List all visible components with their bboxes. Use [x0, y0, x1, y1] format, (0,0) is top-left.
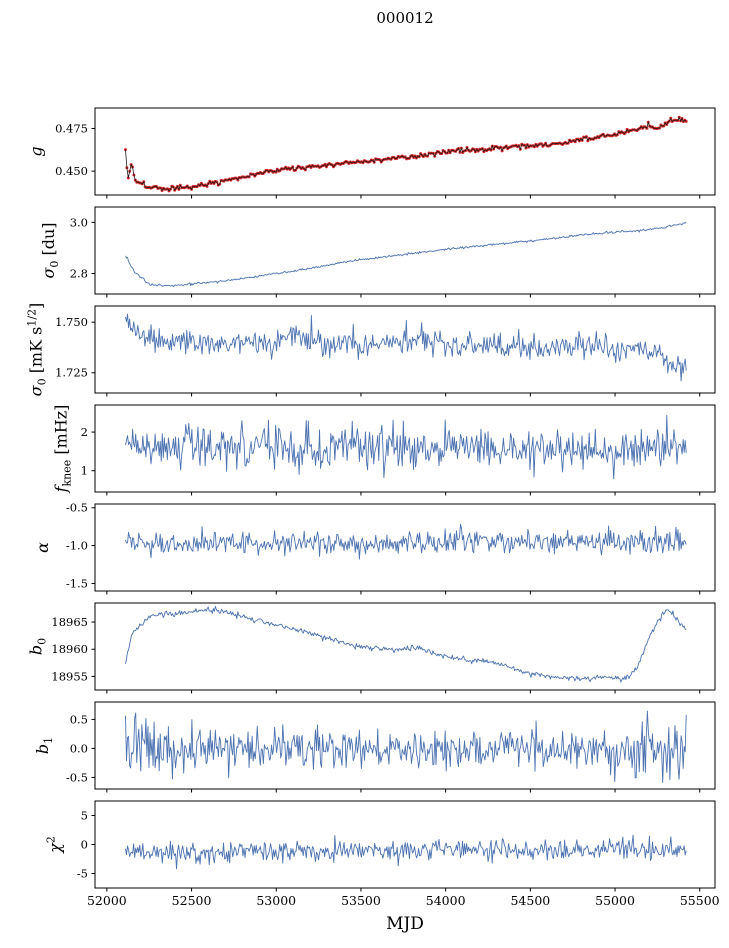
- chart-panel-sigma0-mks: 1.725 1.750 σ0 [mK s1/2]: [26, 303, 716, 397]
- panel-plot-area-g: [123, 115, 688, 193]
- panel-border: [94, 602, 716, 691]
- y-axis-label: σ0 [du]: [39, 222, 61, 278]
- panel-border: [94, 206, 716, 295]
- y-tick-label: 18960: [51, 642, 88, 656]
- x-tick-label: 52500: [172, 893, 212, 908]
- series-line: [125, 116, 687, 192]
- y-tick-label: 5: [81, 808, 88, 822]
- panel-border: [94, 701, 716, 790]
- series-line: [125, 221, 687, 288]
- series-line: [125, 523, 687, 560]
- series-line: [125, 414, 687, 480]
- y-tick-label: 18955: [51, 669, 88, 683]
- chart-panel-g: 0.450 0.475 g: [27, 107, 716, 199]
- chart-panel-sigma0-du: 2.8 3.0 σ0 [du]: [39, 206, 716, 298]
- panel-plot-area-fknee: [125, 414, 687, 480]
- y-axis-label: χ2: [44, 836, 64, 854]
- panels-group: 0.450 0.475 g 2.8 3.0 σ0 [du] 1.725 1.750 σ0 [mK…: [26, 107, 720, 908]
- chart-panel-fknee: 1 2 fknee [mHz]: [52, 404, 716, 496]
- y-tick-label: -0.5: [66, 770, 88, 784]
- y-tick-label: 3.0: [70, 215, 88, 229]
- y-tick-label: 2.8: [70, 266, 88, 280]
- x-tick-label: 55500: [680, 893, 720, 908]
- x-tick-label: 52000: [87, 893, 127, 908]
- y-axis-label: b0: [27, 638, 49, 655]
- panel-plot-area-chi2: [125, 834, 687, 870]
- y-tick-label: 1.725: [55, 366, 88, 380]
- panel-plot-area-sigma0-du: [125, 221, 687, 288]
- x-tick-label: 54000: [426, 893, 466, 908]
- chart-panel-b1: -0.5 0.0 0.5 b1: [33, 701, 716, 793]
- series-line: [125, 710, 687, 783]
- y-tick-label: 0.450: [55, 164, 88, 178]
- panel-border: [94, 503, 716, 592]
- x-axis-label: MJD: [386, 914, 424, 934]
- chart-title: 000012: [376, 9, 433, 27]
- y-tick-label: -1.5: [66, 576, 88, 590]
- y-axis-label: σ0 [mK s1/2]: [26, 303, 49, 397]
- y-tick-label: 0: [81, 837, 88, 851]
- y-tick-label: 0.5: [70, 712, 88, 726]
- panel-border: [94, 305, 716, 394]
- y-tick-label: 1: [81, 464, 88, 478]
- y-tick-label: -5: [77, 866, 88, 880]
- x-tick-label: 53000: [256, 893, 296, 908]
- series-line: [125, 313, 687, 382]
- panel-plot-area-sigma0-mks: [125, 313, 687, 382]
- panel-plot-area-alpha: [125, 523, 687, 560]
- panel-border: [94, 107, 716, 196]
- series-line: [125, 834, 687, 870]
- chart-panel-alpha: -1.5 -1.0 -0.5 α: [33, 501, 716, 595]
- y-tick-label: 0.475: [55, 121, 88, 135]
- y-tick-label: 1.750: [55, 315, 88, 329]
- y-axis-label: g: [27, 146, 46, 156]
- y-axis-label: fknee [mHz]: [52, 405, 74, 494]
- series-line: [125, 606, 687, 683]
- y-tick-label: -0.5: [66, 501, 88, 515]
- x-tick-label: 55000: [595, 893, 635, 908]
- y-tick-label: -1.0: [66, 539, 88, 553]
- y-tick-label: 0.0: [70, 741, 88, 755]
- chart-panel-chi2: -5 0 5 χ2 52000 52500 53000 53500 54000 54500 5500…: [44, 800, 720, 908]
- y-tick-label: 18965: [51, 615, 88, 629]
- x-tick-label: 53500: [341, 893, 381, 908]
- panel-plot-area-b0: [125, 606, 687, 683]
- series-markers: [123, 115, 688, 193]
- y-tick-label: 2: [81, 425, 88, 439]
- panel-plot-area-b1: [125, 710, 687, 783]
- x-tick-label: 54500: [510, 893, 550, 908]
- y-axis-label: α: [33, 542, 52, 553]
- panel-border: [94, 404, 716, 493]
- y-axis-label: b1: [33, 737, 55, 754]
